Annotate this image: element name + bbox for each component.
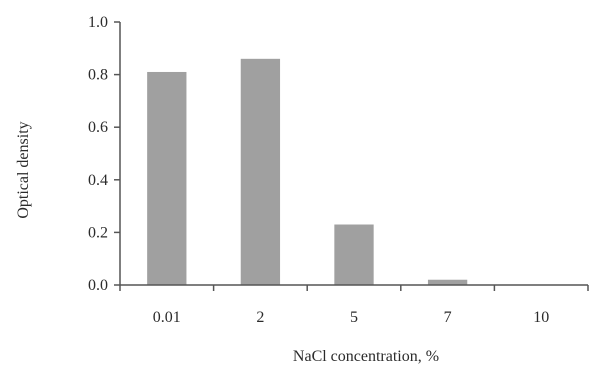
bar-5 xyxy=(334,224,374,285)
bar-2 xyxy=(240,58,281,285)
x-tick-label: 7 xyxy=(444,309,452,326)
y-tick-label: 0.0 xyxy=(88,277,108,294)
x-tick-label: 0.01 xyxy=(153,309,181,326)
x-axis: 0.01 2 5 7 10 xyxy=(119,284,589,326)
y-axis-title: Optical density xyxy=(15,121,32,218)
y-tick-label: 0.4 xyxy=(88,172,108,189)
y-axis: 0.0 0.2 0.4 0.6 0.8 1.0 xyxy=(88,14,121,294)
y-tick-label: 1.0 xyxy=(88,14,108,31)
y-tick-label: 0.2 xyxy=(88,224,108,241)
x-axis-title: NaCl concentration, % xyxy=(293,348,439,365)
x-tick-label: 5 xyxy=(350,309,358,326)
bar-7 xyxy=(427,279,468,285)
y-tick-label: 0.6 xyxy=(88,119,108,136)
y-tick-label: 0.8 xyxy=(88,67,108,84)
bars-group xyxy=(147,58,468,285)
x-tick-label: 10 xyxy=(533,309,549,326)
bar-0_01 xyxy=(147,71,187,285)
x-tick-label: 2 xyxy=(256,309,264,326)
